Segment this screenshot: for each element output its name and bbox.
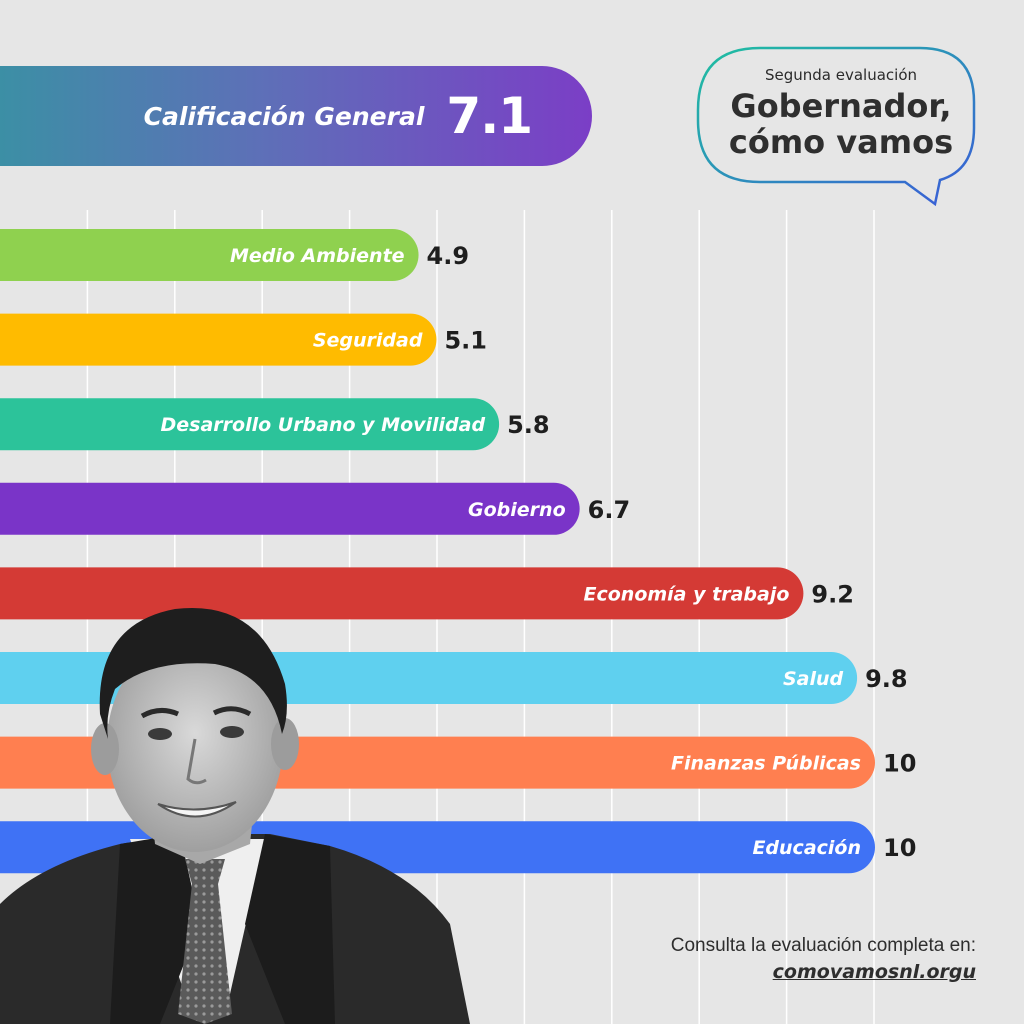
overall-value: 7.1 — [446, 87, 533, 145]
bar-gobierno — [0, 482, 580, 535]
bar-value-label: 9.8 — [865, 665, 908, 693]
bar-group: Medio Ambiente 4.9 — [0, 229, 469, 281]
bar-value-label: 10 — [883, 750, 916, 778]
bar-econom-a-y-trabajo — [0, 567, 804, 620]
footer-link[interactable]: comovamosnl.orgu — [772, 961, 976, 983]
bar-value-label: 10 — [883, 834, 916, 862]
bar-label: Medio Ambiente — [230, 245, 405, 267]
bubble-title: Gobernador, cómo vamos — [706, 88, 976, 160]
person-portrait-icon — [0, 607, 470, 1024]
bar-label: Gobierno — [468, 499, 566, 521]
bar-medio-ambiente — [0, 229, 419, 281]
bar-label: Educación — [752, 837, 861, 859]
bar-value-label: 5.1 — [444, 327, 487, 355]
footer-text: Consulta la evaluación completa en: — [670, 935, 976, 956]
bar-label: Desarrollo Urbano y Movilidad — [160, 414, 485, 436]
bar-seguridad — [0, 313, 437, 366]
overall-score-bar: Calificación General 7.1 — [0, 66, 592, 166]
bar-value-label: 4.9 — [427, 242, 470, 270]
bar-label: Finanzas Públicas — [671, 753, 861, 775]
bar-label: Salud — [783, 668, 844, 690]
bubble-title-line2: cómo vamos — [728, 123, 954, 161]
bubble-title-line1: Gobernador, — [730, 87, 952, 125]
bar-label: Seguridad — [313, 330, 423, 352]
overall-label: Calificación General — [143, 101, 425, 131]
bar-value-label: 5.8 — [507, 411, 550, 439]
bar-group: Desarrollo Urbano y Movilidad 5.8 — [0, 398, 550, 451]
bar-desarrollo-urbano-y-movilidad — [0, 398, 500, 451]
bar-value-label: 9.2 — [811, 580, 854, 608]
evaluation-subtitle: Segunda evaluación — [764, 66, 918, 84]
bar-group: Seguridad 5.1 — [0, 313, 487, 366]
bar-value-label: 6.7 — [588, 496, 631, 524]
bar-group: Economía y trabajo 9.2 — [0, 567, 854, 620]
bar-group: Gobierno 6.7 — [0, 482, 631, 535]
bar-label: Economía y trabajo — [584, 583, 790, 605]
